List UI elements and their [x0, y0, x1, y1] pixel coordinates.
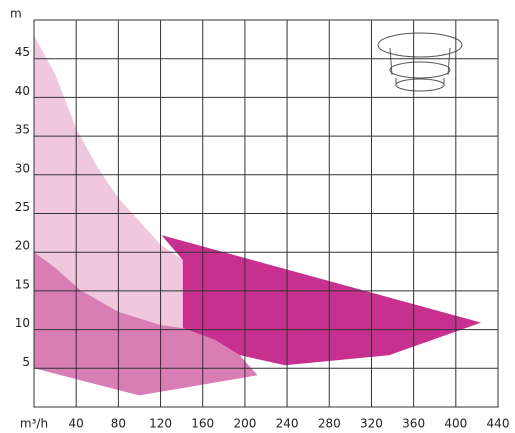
x-tick-label: 40 — [69, 417, 84, 431]
x-tick-label: 80 — [111, 417, 126, 431]
area — [34, 35, 183, 329]
x-tick-label: 280 — [318, 417, 341, 431]
y-axis-label: m — [10, 7, 22, 21]
area — [161, 235, 482, 366]
y-tick-label: 15 — [15, 277, 30, 291]
plot-frame — [33, 19, 499, 408]
x-tick-label: 160 — [191, 417, 214, 431]
x-tick-label: 400 — [444, 417, 467, 431]
x-tick-label: 240 — [276, 417, 299, 431]
x-tick-label: 360 — [402, 417, 425, 431]
x-tick-label: 200 — [233, 417, 256, 431]
y-tick-label: 25 — [15, 200, 30, 214]
y-tick-label: 20 — [15, 239, 30, 253]
y-tick-label: 30 — [15, 161, 30, 175]
x-tick-label: 120 — [149, 417, 172, 431]
y-tick-label: 40 — [15, 84, 30, 98]
x-axis-label: m³/h — [20, 417, 48, 431]
plot-area — [34, 35, 482, 396]
x-tick-label: 320 — [360, 417, 383, 431]
y-tick-label: 10 — [15, 316, 30, 330]
y-tick-label: 5 — [22, 355, 30, 369]
x-tick-label: 440 — [487, 417, 510, 431]
y-tick-label: 45 — [15, 45, 30, 59]
area — [34, 252, 258, 396]
y-tick-label: 35 — [15, 123, 30, 137]
product-icon — [377, 32, 463, 92]
